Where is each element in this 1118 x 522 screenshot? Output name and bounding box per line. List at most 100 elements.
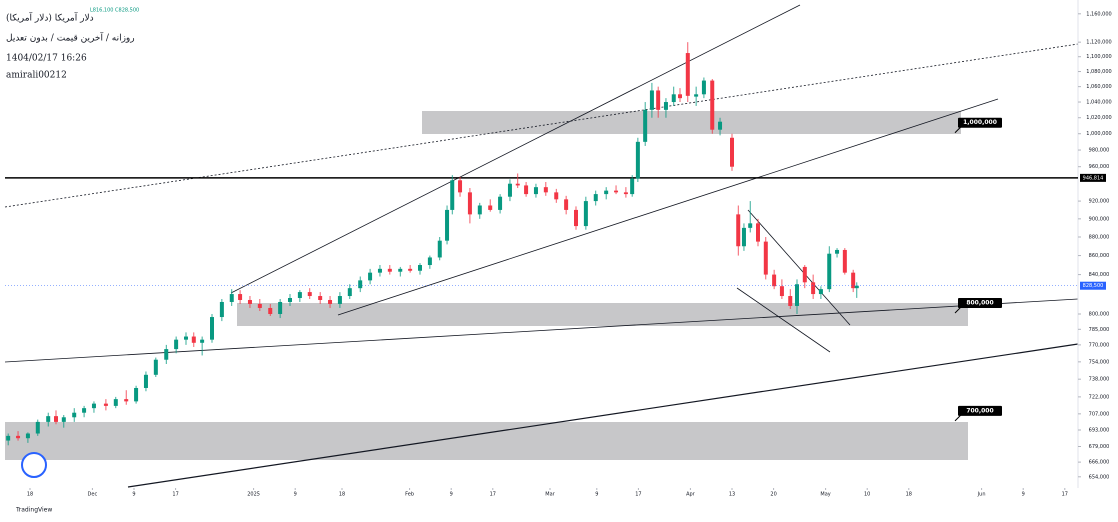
candle-body bbox=[835, 249, 840, 254]
y-tick-label: 1,120,000 bbox=[1086, 40, 1111, 46]
candle-body bbox=[574, 209, 578, 227]
candle-body bbox=[851, 272, 856, 289]
x-tick-label: 18 bbox=[27, 492, 33, 498]
candle-body bbox=[72, 412, 77, 418]
candle-body bbox=[387, 268, 392, 272]
level-tag bbox=[958, 405, 1002, 416]
candle-body bbox=[445, 209, 450, 241]
candle-body bbox=[229, 294, 234, 302]
candle-body bbox=[663, 102, 668, 110]
y-tick-label: 754,000 bbox=[1089, 359, 1110, 365]
author: amirali00212 bbox=[6, 71, 67, 81]
candle-body bbox=[827, 253, 832, 290]
y-tick-label: 722,000 bbox=[1089, 394, 1110, 400]
zone bbox=[237, 303, 968, 326]
candle-body bbox=[643, 109, 648, 142]
candle-body bbox=[418, 265, 422, 271]
candle-body bbox=[398, 268, 403, 272]
candle-body bbox=[802, 266, 807, 283]
x-tick-label: 10 bbox=[864, 492, 870, 498]
candle-body bbox=[61, 417, 66, 422]
candle-body bbox=[515, 183, 520, 186]
candle-body bbox=[533, 187, 538, 195]
candle-body bbox=[818, 289, 823, 295]
candle-body bbox=[623, 192, 628, 195]
candle-body bbox=[488, 205, 493, 210]
level-label: 700,000 bbox=[966, 407, 993, 414]
x-tick-label: 2025 bbox=[247, 492, 260, 498]
y-tick-label: 900,000 bbox=[1089, 216, 1110, 222]
candle-body bbox=[842, 249, 847, 273]
candle-body bbox=[408, 268, 413, 271]
trendline bbox=[736, 287, 831, 353]
candle-body bbox=[811, 282, 816, 295]
y-tick-label: 1,160,000 bbox=[1086, 11, 1111, 17]
y-tick-label: 880,000 bbox=[1089, 235, 1110, 241]
x-tick-label: Jun bbox=[977, 492, 986, 498]
candle-body bbox=[458, 180, 463, 193]
y-tick-label: 707,000 bbox=[1089, 411, 1110, 417]
y-tick-label: 1,060,000 bbox=[1086, 84, 1111, 90]
candle-body bbox=[795, 284, 799, 306]
title: دلار آمریکا (دلار آمریکا) bbox=[6, 12, 94, 24]
candle-body bbox=[788, 296, 793, 306]
x-tick-label: Feb bbox=[405, 492, 414, 498]
candle-body bbox=[184, 336, 188, 340]
candle-body bbox=[368, 272, 373, 281]
candle-body bbox=[543, 187, 548, 193]
y-tick-label: 1,040,000 bbox=[1086, 100, 1111, 106]
level-tag bbox=[958, 117, 1002, 128]
candle-body bbox=[91, 403, 96, 409]
last-price-label: 828,500 bbox=[1083, 283, 1104, 289]
candle-body bbox=[730, 137, 734, 167]
trendline bbox=[230, 4, 801, 294]
candle-body bbox=[427, 257, 432, 266]
y-tick-label: 654,000 bbox=[1089, 474, 1110, 480]
logo bbox=[21, 452, 47, 478]
y-tick-label: 800,000 bbox=[1089, 312, 1110, 318]
ohlc-info: L816,100 C828,500 bbox=[90, 8, 139, 14]
y-tick-label: 1,020,000 bbox=[1086, 115, 1111, 121]
candle-body bbox=[247, 299, 252, 304]
candle-body bbox=[630, 178, 635, 195]
candle-body bbox=[16, 435, 21, 439]
candle-body bbox=[347, 288, 352, 297]
candle-body bbox=[25, 433, 30, 439]
y-tick-label: 693,000 bbox=[1089, 428, 1110, 434]
candle-body bbox=[635, 141, 640, 179]
x-tick-label: 9 bbox=[595, 492, 598, 498]
candle-body bbox=[46, 416, 51, 422]
candle-body bbox=[772, 274, 777, 287]
candle-body bbox=[671, 94, 676, 103]
candle-body bbox=[736, 214, 741, 247]
candle-body bbox=[164, 349, 169, 360]
candle-body bbox=[219, 301, 224, 318]
x-tick-label: 13 bbox=[729, 492, 735, 498]
x-tick-label: 9 bbox=[450, 492, 453, 498]
y-tick-label: 770,000 bbox=[1089, 342, 1110, 348]
candle-body bbox=[297, 292, 302, 299]
brand: TradingView bbox=[15, 507, 52, 514]
candle-body bbox=[756, 223, 760, 242]
x-tick-label: 9 bbox=[1022, 492, 1025, 498]
candle-body bbox=[718, 121, 723, 130]
candle-body bbox=[113, 399, 118, 406]
x-tick-label: May bbox=[820, 492, 830, 498]
candle-body bbox=[507, 183, 512, 197]
candle-body bbox=[318, 296, 323, 300]
candle-body bbox=[200, 339, 205, 343]
last-price-tag bbox=[1080, 281, 1106, 290]
price-line-tag bbox=[1080, 173, 1106, 182]
candle-body bbox=[307, 292, 312, 297]
x-tick-label: 17 bbox=[1062, 492, 1068, 498]
candle-body bbox=[583, 201, 588, 227]
candle-body bbox=[124, 399, 129, 402]
x-tick-label: Dec bbox=[88, 492, 98, 498]
x-tick-label: 9 bbox=[132, 492, 135, 498]
candle-body bbox=[467, 192, 472, 215]
candle-body bbox=[288, 298, 292, 302]
level-label: 800,000 bbox=[966, 300, 993, 307]
candle-body bbox=[82, 408, 87, 413]
y-tick-label: 1,080,000 bbox=[1086, 69, 1111, 75]
